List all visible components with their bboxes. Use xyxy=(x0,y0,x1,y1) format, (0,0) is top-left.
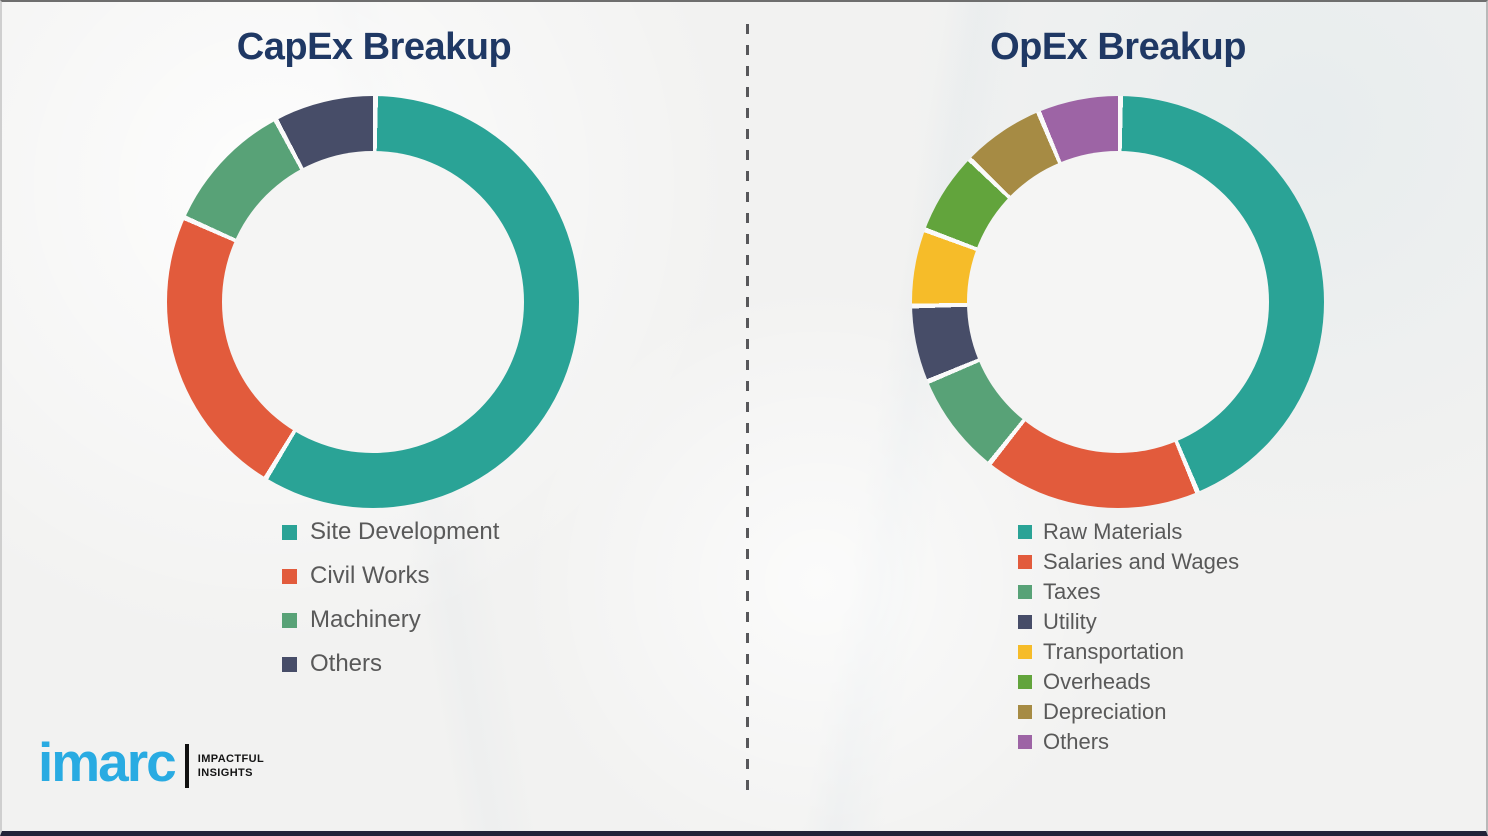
imarc-logo-divider-bar xyxy=(184,744,189,788)
capex-donut-chart xyxy=(167,96,579,508)
capex-legend: Site Development Civil Works Machinery Othe… xyxy=(282,510,499,686)
legend-swatch xyxy=(1018,675,1032,689)
capex-donut-hole xyxy=(222,151,524,453)
legend-item-machinery: Machinery xyxy=(282,598,499,642)
legend-label: Raw Materials xyxy=(1043,519,1183,544)
dashed-divider xyxy=(746,24,749,792)
legend-label: Civil Works xyxy=(310,562,430,589)
imarc-tagline-line2: INSIGHTS xyxy=(197,767,253,779)
legend-swatch xyxy=(1018,525,1032,539)
opex-legend: Raw Materials Salaries and Wages Taxes Util… xyxy=(1018,517,1239,757)
legend-label: Site Development xyxy=(310,518,500,545)
legend-swatch xyxy=(282,568,297,584)
legend-item-others: Others xyxy=(1018,727,1239,757)
legend-swatch xyxy=(1018,645,1032,659)
imarc-logo-wordmark: imarc xyxy=(38,731,177,794)
opex-chart-title: OpEx Breakup xyxy=(990,26,1246,68)
legend-label: Taxes xyxy=(1043,579,1101,604)
legend-label: Overheads xyxy=(1043,669,1151,694)
legend-label: Transportation xyxy=(1043,639,1185,664)
opex-donut-chart xyxy=(912,96,1324,508)
imarc-logo: imarc IMPACTFUL INSIGHTS xyxy=(38,731,264,794)
legend-swatch xyxy=(1018,555,1032,569)
legend-swatch xyxy=(282,524,297,540)
capex-chart-title: CapEx Breakup xyxy=(236,26,512,68)
legend-item-overheads: Overheads xyxy=(1018,667,1239,697)
legend-swatch xyxy=(1018,705,1032,719)
opex-donut-hole xyxy=(967,151,1269,453)
legend-swatch xyxy=(1018,735,1032,749)
legend-item-taxes: Taxes xyxy=(1018,577,1239,607)
legend-swatch xyxy=(1018,615,1032,629)
legend-item-civil-works: Civil Works xyxy=(282,554,499,598)
legend-label: Depreciation xyxy=(1043,699,1167,724)
legend-label: Others xyxy=(310,650,383,677)
legend-item-utility: Utility xyxy=(1018,607,1239,637)
legend-item-raw-materials: Raw Materials xyxy=(1018,517,1239,547)
legend-swatch xyxy=(282,612,297,628)
legend-label: Salaries and Wages xyxy=(1043,549,1240,574)
legend-swatch xyxy=(1018,585,1032,599)
legend-item-salaries-and-wages: Salaries and Wages xyxy=(1018,547,1239,577)
legend-item-depreciation: Depreciation xyxy=(1018,697,1239,727)
legend-label: Machinery xyxy=(310,606,421,633)
legend-swatch xyxy=(282,656,297,672)
legend-label: Others xyxy=(1043,729,1110,754)
legend-item-others: Others xyxy=(282,642,499,686)
legend-item-transportation: Transportation xyxy=(1018,637,1239,667)
imarc-tagline-line1: IMPACTFUL xyxy=(197,752,265,765)
imarc-logo-tagline: IMPACTFUL INSIGHTS xyxy=(198,752,264,781)
legend-item-site-development: Site Development xyxy=(282,510,499,554)
legend-label: Utility xyxy=(1043,609,1097,634)
